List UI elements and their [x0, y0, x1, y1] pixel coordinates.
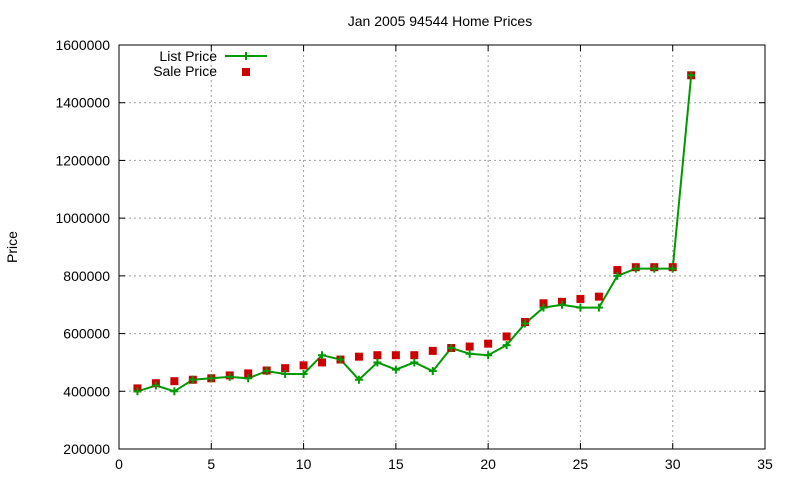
sale-price-point: [281, 364, 290, 373]
y-tick-label: 1400000: [55, 95, 110, 111]
list-price-point: [354, 375, 363, 384]
list-price-point: [281, 369, 290, 378]
list-price-point: [613, 271, 622, 280]
list-price-point: [594, 303, 603, 312]
list-price-point: [373, 358, 382, 367]
x-tick-label: 0: [115, 456, 123, 472]
list-price-point: [650, 264, 659, 273]
list-price-point: [225, 372, 234, 381]
sale-price-point: [428, 346, 437, 355]
list-price-point: [318, 351, 327, 360]
x-tick-label: 20: [480, 456, 496, 472]
sale-price-point: [354, 352, 363, 361]
y-tick-label: 400000: [63, 383, 110, 399]
sale-price-point: [410, 351, 419, 360]
list-price-point: [336, 355, 345, 364]
list-price-point: [687, 71, 696, 80]
sale-price-point: [318, 358, 327, 367]
x-tick-label: 10: [296, 456, 312, 472]
y-tick-label: 600000: [63, 326, 110, 342]
list-price-point: [262, 367, 271, 376]
sale-price-point: [391, 351, 400, 360]
list-price-point: [557, 300, 566, 309]
y-axis-label: Price: [4, 231, 20, 263]
x-tick-label: 30: [665, 456, 681, 472]
x-tick-label: 15: [388, 456, 404, 472]
legend-label-list-price: List Price: [159, 48, 217, 64]
list-price-point: [465, 349, 474, 358]
list-price-point: [299, 369, 308, 378]
legend: List Price Sale Price: [153, 48, 267, 79]
list-price-point: [539, 303, 548, 312]
list-price-point: [391, 365, 400, 374]
plot-border: [118, 44, 766, 450]
list-price-point: [207, 374, 216, 383]
y-tick-label: 800000: [63, 268, 110, 284]
list-price-point: [188, 375, 197, 384]
x-tick-label: 5: [207, 456, 215, 472]
list-price-point: [244, 374, 253, 383]
sale-price-point: [594, 292, 603, 301]
y-tick-label: 200000: [63, 441, 110, 457]
list-price-point: [502, 341, 511, 350]
sale-price-point: [576, 294, 585, 303]
list-price-point: [170, 387, 179, 396]
list-price-point: [447, 344, 456, 352]
y-tick-label: 1200000: [55, 152, 110, 168]
legend-sample-sale-price: [242, 68, 250, 76]
sale-price-point: [613, 266, 622, 275]
sale-price-point: [539, 299, 548, 308]
list-price-point: [151, 381, 160, 390]
list-price-point: [631, 264, 640, 273]
list-price-point: [410, 358, 419, 367]
grid: [118, 44, 766, 450]
list-price-point: [668, 264, 677, 273]
sale-price-point: [373, 351, 382, 360]
sale-price-point: [465, 342, 474, 351]
list-price-point: [521, 319, 530, 328]
y-tick-label: 1000000: [55, 210, 110, 226]
y-tick-label: 1600000: [55, 37, 110, 53]
x-tick-label: 25: [573, 456, 589, 472]
tick-labels: 0 5 10 15 20 25 30 35 200000 400000 600000 800000 10…: [55, 37, 773, 472]
sale-price-point: [484, 339, 493, 348]
x-tick-label: 35: [757, 456, 773, 472]
list-price-point: [428, 367, 437, 376]
list-price-point: [576, 303, 585, 312]
chart-title: Jan 2005 94544 Home Prices: [348, 13, 532, 29]
list-price-point: [484, 351, 493, 360]
plot-area: [133, 71, 696, 396]
sale-price-point: [244, 369, 253, 378]
list-price-line: [137, 75, 693, 393]
sale-price-point: [502, 332, 511, 341]
list-price-point: [133, 387, 142, 396]
sale-price-point: [299, 361, 308, 370]
legend-label-sale-price: Sale Price: [153, 63, 217, 79]
sale-price-point: [170, 377, 179, 386]
